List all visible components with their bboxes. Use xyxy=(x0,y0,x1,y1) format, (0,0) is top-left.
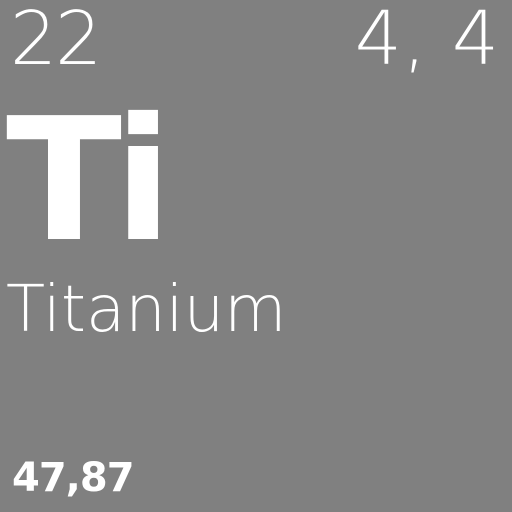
element-name: Titanium xyxy=(6,273,287,347)
element-symbol: Ti xyxy=(6,82,172,280)
atomic-mass: 47,87 xyxy=(12,455,135,501)
group-period: 4, 4 xyxy=(354,0,500,82)
atomic-number: 22 xyxy=(10,0,102,82)
